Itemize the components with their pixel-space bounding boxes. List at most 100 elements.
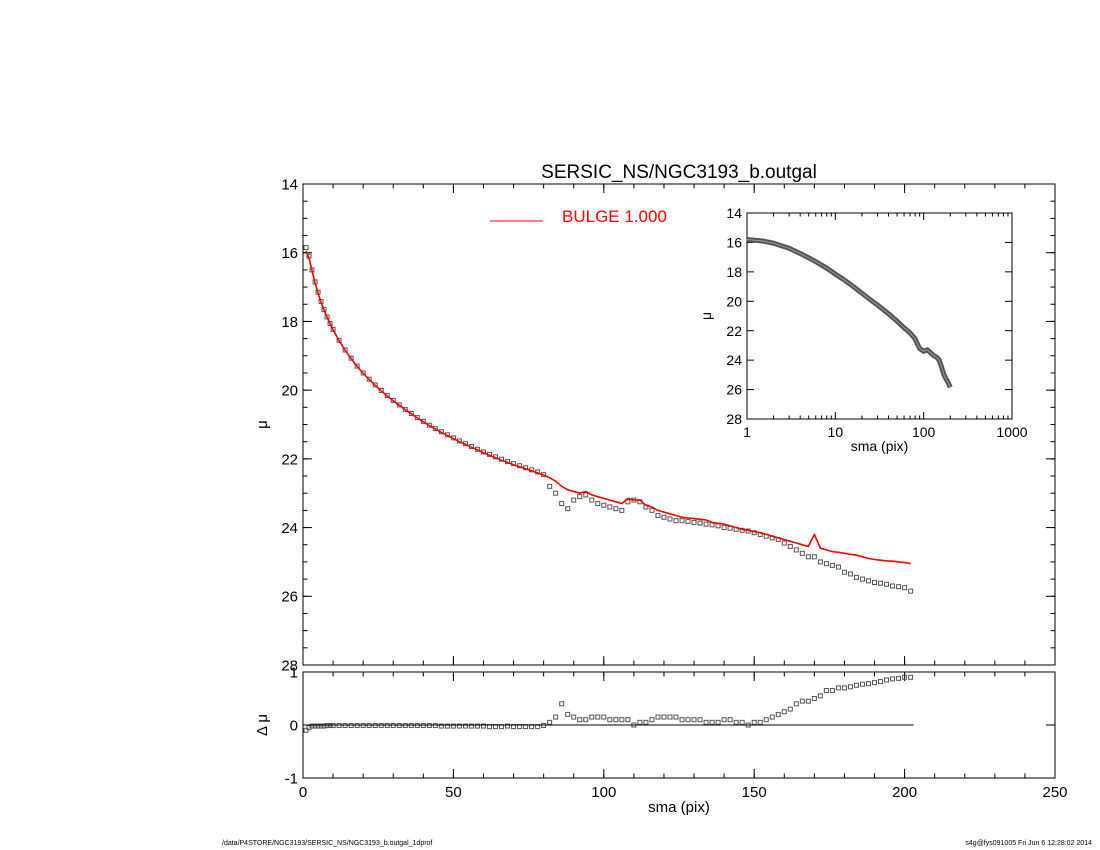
data-point [366,723,372,729]
data-point [468,723,474,729]
data-point [450,723,456,729]
data-point [348,355,354,361]
y-tick-label: 28 [281,657,298,674]
data-point [817,693,823,699]
data-point [691,519,697,525]
data-point [601,502,607,508]
data-point [378,723,384,729]
panel-inset: 1 10 100 1000 14 16 18 20 22 24 26 28 μ sma (pix) [698,205,1028,454]
data-point [866,578,872,584]
data-point [571,497,577,503]
data-point [607,504,613,510]
data-point [908,674,914,680]
data-point [456,723,462,729]
data-point [727,717,733,723]
data-point [577,494,583,500]
data-point [859,681,865,687]
data-point [553,490,559,496]
data-point [420,723,426,729]
y-tick-label: 26 [281,589,298,606]
plot-frame [746,212,1013,420]
data-point [703,521,709,527]
data-point [799,698,805,704]
data-point [649,507,655,513]
data-point [354,363,360,369]
data-point [354,723,360,729]
y-tick-label: 18 [281,314,298,331]
data-point [847,684,853,690]
data-point [553,714,559,720]
data-point [303,245,309,251]
data-point [372,723,378,729]
y-tick-label: 14 [726,205,742,221]
data-point [715,719,721,725]
data-point [583,492,589,498]
x-tick-label: 100 [591,784,616,801]
data-point [607,717,613,723]
y-axis-label: Δ μ [254,714,271,736]
data-point [655,714,661,720]
data-point [390,397,396,403]
data-point [902,674,908,680]
profile-core-line [746,239,951,388]
data-point [384,393,390,399]
data-point [613,506,619,512]
data-point [571,714,577,720]
legend-label: BULGE 1.000 [562,207,667,226]
data-point [396,402,402,408]
data-point [823,688,829,694]
data-point [565,506,571,512]
model-line [746,237,953,389]
data-point [414,415,420,421]
data-point [835,564,841,570]
data-point [896,675,902,681]
data-point [902,585,908,591]
data-point [541,723,547,729]
data-point [505,723,511,729]
data-point [721,717,727,723]
data-point [327,723,333,729]
y-tick-label: 22 [726,323,742,339]
x-tick-label: 150 [742,784,767,801]
y-tick-label: 16 [726,234,742,250]
data-point [697,520,703,526]
y-tick-label: 18 [726,264,742,280]
data-point [685,518,691,524]
data-point [342,723,348,729]
data-point [396,723,402,729]
data-point [878,679,884,685]
data-point [811,696,817,701]
data-point [757,719,763,725]
data-point [330,723,336,729]
data-point [360,723,366,729]
data-point [787,706,793,712]
data-point [432,723,438,729]
data-point [673,714,679,720]
data-point [643,719,649,725]
x-tick-label: 250 [1042,784,1067,801]
data-point [619,717,625,723]
data-point [781,540,787,546]
x-axis-label: sma (pix) [851,438,909,454]
data-point [309,723,315,729]
panel-main: 14 16 18 20 22 24 26 28 μ SERSIC_NS/NGC3193_b.out… [254,162,1056,674]
y-tick-label: 22 [281,451,298,468]
y-tick-label: 0 [290,717,298,734]
data-point [751,719,757,725]
data-point [366,376,372,382]
y-tick-label: 24 [726,352,742,368]
data-point [890,676,896,682]
data-point [312,723,318,729]
data-point [769,714,775,720]
data-point [378,387,384,393]
data-point [408,723,414,729]
data-point [321,723,327,729]
data-point [721,525,727,531]
data-point [884,677,890,683]
data-point [823,561,829,567]
data-point [896,584,902,590]
data-point [859,576,865,582]
data-point [613,717,619,723]
